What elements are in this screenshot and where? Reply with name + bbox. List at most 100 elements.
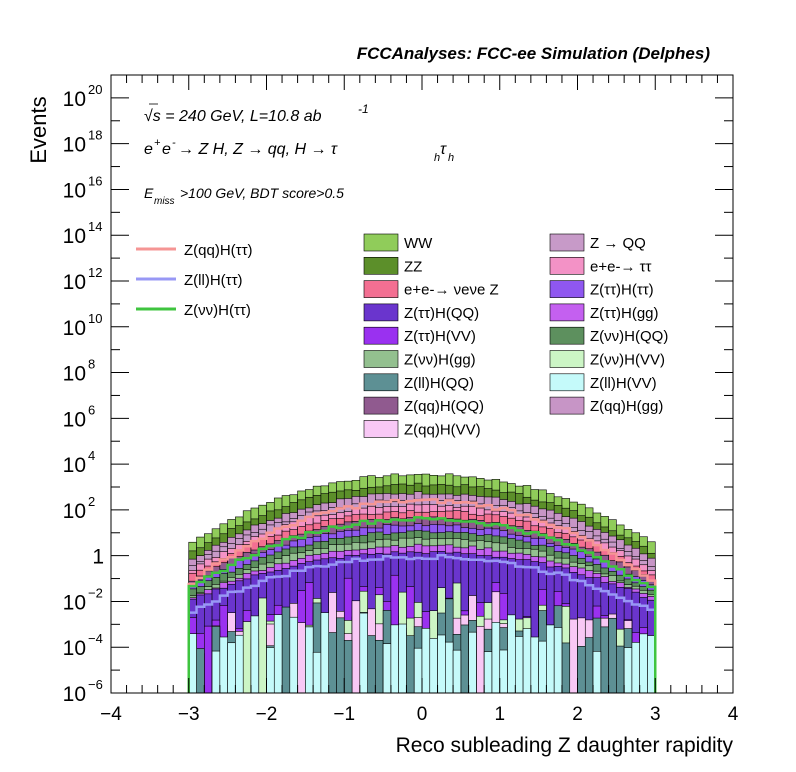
stack-bin [289,616,298,693]
legend-backgrounds-col2: Z → QQ e+e-→ ττ Z(ττ)H(ττ) Z(ττ)H(gg) Z(νν)H… [549,233,668,415]
y-tick-exponent: −4 [88,631,103,646]
process-e2: e [162,141,171,158]
stack-bin [413,647,423,693]
stack-bin [483,651,493,693]
stack-bin [514,636,524,693]
stack-bin [499,649,508,693]
stacked-histograms [188,473,656,693]
stack-bin [421,627,431,693]
lumi-exponent: -1 [358,102,369,116]
legend-label: Z(ττ)H(gg) [590,305,659,322]
x-tick-label: −1 [333,704,355,725]
stack-bin [530,636,539,693]
annotation-selection: E miss >100 GeV, BDT score>0.5 [144,185,344,207]
selection-sub-miss: miss [154,196,175,207]
y-tick-exponent: 14 [88,219,102,234]
y-tick-exponent: −6 [88,677,103,692]
stack-bin [328,632,337,693]
stack-bin [351,600,361,693]
energy-lumi-text: = 240 GeV, L=10.8 ab [161,108,322,125]
process-sub-h2: h [448,152,454,164]
legend-box-swatch [363,280,399,298]
stack-bin [577,646,586,693]
stack-bin [561,642,571,693]
stack-bin [343,640,353,693]
stack-bin [235,634,244,693]
process-e1: e [144,141,153,158]
legend-label: Z(νν)H(gg) [404,352,476,369]
stack-bin [546,624,555,693]
legend-box-swatch [363,396,399,415]
annotation-energy-lumi: √s = 240 GeV, L=10.8 ab -1 [144,102,369,125]
y-tick-exponent: 2 [88,494,95,509]
legend-label: Z(qq)H(QQ) [404,398,484,415]
x-tick-label: 1 [494,704,505,725]
signal-line-z-h [187,516,657,693]
x-tick-label: 0 [417,704,428,725]
y-tick-exponent: 12 [88,265,102,280]
y-tick-label: 10 [63,363,86,386]
legend-label: Z(qq)H(gg) [590,398,663,415]
stack-bin [476,625,485,693]
legend-label: Z(ττ)H(QQ) [404,305,479,322]
stack-bin [429,638,438,693]
y-tick-label: 10 [63,500,86,523]
stack-bin [398,623,407,693]
y-tick-exponent: 4 [88,448,95,463]
x-tick-label: −2 [256,704,278,725]
stack-bin [600,626,609,693]
x-axis-title: Reco subleading Z daughter rapidity [396,734,734,757]
annotation-process: e + e - → Z H, Z → qq, H → τ h τ h [144,137,454,164]
stack-bin [553,627,563,693]
y-tick-exponent: 6 [88,402,95,417]
y-tick-label: 10 [63,683,86,706]
selection-text: >100 GeV, BDT score>0.5 [180,185,344,201]
stack-bin [242,621,252,693]
legend-box-swatch [549,256,585,275]
legend-label: Z(νν)H(QQ) [590,328,668,345]
legend-label: Z(ll)H(QQ) [404,375,474,392]
stack-bin [336,617,345,693]
selection-e: E [144,185,154,201]
signal-line-z-qq-h [187,498,657,693]
stack-bin [320,612,329,693]
stack-bin [281,606,291,693]
legend-box-swatch [549,396,585,415]
y-tick-label: 10 [63,179,86,202]
x-tick-label: 2 [572,704,583,725]
stack-bin [273,614,283,693]
y-tick-exponent: −2 [88,585,103,600]
process-sub-h1: h [434,152,440,164]
stack-bin [359,612,368,693]
y-tick-exponent: 20 [88,82,102,97]
y-tick-label: 10 [63,88,86,111]
signal-histograms [187,498,657,693]
stack-bin [592,651,602,693]
legend-label: WW [404,235,433,252]
stack-bin [437,634,446,693]
legend-label: Z(νν)H(VV) [590,352,665,369]
stack-bin [204,625,213,693]
y-tick-label: 10 [63,637,86,660]
stack-layer-z-ll-h-vv [188,612,656,693]
process-text: → Z H, Z → qq, H → τ [178,141,338,158]
y-tick-exponent: 8 [88,357,95,372]
stack-bin [312,651,322,693]
y-tick-exponent: 10 [88,311,102,326]
stack-bin [460,624,469,693]
x-tick-label: −3 [178,704,200,725]
stack-bin [258,597,267,693]
legend-label: Z(νν)H(ττ) [184,302,251,319]
stack-bin [584,637,594,693]
stack-bin [623,647,633,693]
legend-label: e+e-→ νeνe Z [404,282,499,299]
y-tick-label: 10 [63,317,86,340]
stack-bin [305,626,314,693]
y-tick-label: 10 [63,454,86,477]
legend-box-swatch [363,373,399,392]
stack-bin [367,635,376,693]
stack-bin [211,650,221,693]
legend-label: ZZ [404,258,422,275]
legend-label: Z(qq)H(ττ) [184,242,253,259]
